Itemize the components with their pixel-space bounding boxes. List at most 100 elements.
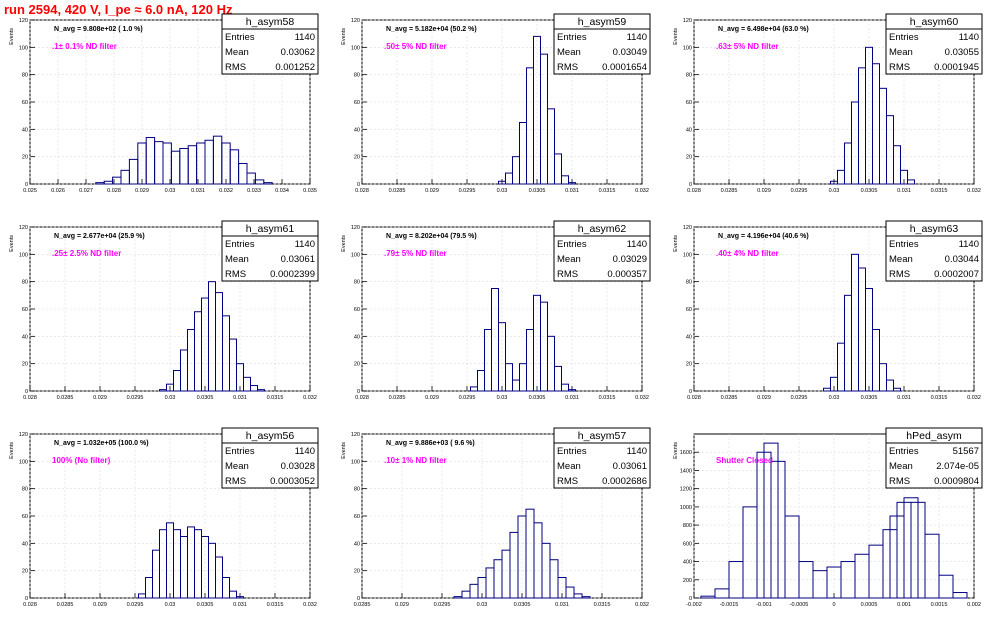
- stat-label: Entries: [557, 446, 587, 457]
- x-tick-label: 0.031: [565, 395, 579, 401]
- x-tick-label: 0.0295: [459, 188, 476, 194]
- stat-value: 1140: [627, 239, 647, 250]
- histogram-bar: [561, 175, 569, 185]
- y-tick-label: 80: [686, 73, 692, 79]
- histogram-bars: [453, 508, 591, 599]
- y-tick-label: 0: [357, 596, 360, 602]
- stat-value: 51567: [953, 446, 979, 457]
- filter-label: .25± 2.5% ND filter: [52, 249, 121, 258]
- stat-value: 0.03029: [613, 254, 647, 265]
- histogram-bar: [263, 182, 273, 185]
- y-axis-label: Events: [9, 28, 15, 45]
- y-tick-label: 1200: [680, 487, 692, 493]
- y-tick-label: 0: [357, 389, 360, 395]
- histogram-bar: [952, 592, 968, 599]
- stat-label: RMS: [557, 62, 578, 73]
- histogram-title: h_asym62: [578, 223, 627, 235]
- histogram-bar: [893, 387, 901, 392]
- histogram-bars: [95, 135, 273, 185]
- x-tick-label: 0.0295: [791, 395, 808, 401]
- navg-label: N_avg = 1.032e+05 (100.0 %): [54, 440, 149, 447]
- x-tick-label: 0.025: [23, 188, 37, 194]
- y-tick-label: 100: [351, 459, 360, 465]
- stat-label: Mean: [225, 254, 249, 265]
- x-tick-label: 0.031: [233, 395, 247, 401]
- stat-value: 0.0002399: [270, 269, 315, 280]
- y-axis-label: Events: [341, 235, 347, 252]
- filter-label: .1± 0.1% ND filter: [52, 42, 117, 51]
- histogram-bar: [872, 329, 880, 392]
- filter-label: .63± 5% ND filter: [716, 42, 779, 51]
- y-axis-label: Events: [673, 442, 679, 459]
- y-tick-label: 120: [683, 18, 692, 24]
- y-tick-label: 80: [22, 73, 28, 79]
- stats-box: [885, 220, 983, 282]
- filter-label: .40± 4% ND filter: [716, 249, 779, 258]
- stat-value: 0.000357: [607, 269, 647, 280]
- y-tick-label: 80: [22, 280, 28, 286]
- stat-label: Entries: [225, 32, 255, 43]
- histogram-title: h_asym63: [910, 223, 959, 235]
- x-tick-label: 0.0315: [267, 602, 284, 608]
- histogram-bar: [498, 322, 506, 392]
- stat-label: RMS: [225, 269, 246, 280]
- x-tick-label: 0.032: [967, 395, 981, 401]
- stat-label: Entries: [557, 32, 587, 43]
- y-axis-label: Events: [9, 442, 15, 459]
- histogram-bars: [470, 288, 576, 392]
- histogram-bar: [547, 335, 555, 392]
- x-tick-label: 0.0315: [594, 602, 611, 608]
- y-tick-label: 0: [25, 182, 28, 188]
- x-tick-label: 0.028: [687, 395, 701, 401]
- stat-value: 0.03061: [613, 461, 647, 472]
- y-tick-label: 80: [354, 280, 360, 286]
- y-tick-label: 100: [19, 45, 28, 51]
- x-tick-label: 0.0315: [599, 188, 616, 194]
- stat-value: 0.0002686: [602, 476, 647, 487]
- histogram-panel-hPed_asym: 0 200 400 600 800 1000 1200 1400 1600 -0.002 -0.00…: [673, 427, 983, 608]
- y-tick-label: 800: [683, 523, 692, 529]
- stat-label: Mean: [889, 254, 913, 265]
- x-tick-label: 0.0285: [389, 188, 406, 194]
- x-tick-label: 0.032: [303, 602, 317, 608]
- stats-box: [885, 427, 983, 489]
- x-tick-label: 0.03: [165, 395, 176, 401]
- stats-box: [221, 220, 319, 282]
- histogram-bar: [554, 365, 562, 392]
- x-tick-label: 0.028: [23, 602, 37, 608]
- filter-label: .10± 1% ND filter: [384, 456, 447, 465]
- x-tick-label: 0.029: [93, 395, 107, 401]
- x-tick-label: 0.031: [897, 188, 911, 194]
- histogram-bar: [229, 590, 237, 599]
- x-tick-label: 0.0015: [931, 602, 948, 608]
- histogram-title: h_asym56: [246, 430, 295, 442]
- stat-label: RMS: [889, 476, 910, 487]
- histogram-bar: [900, 169, 908, 185]
- y-tick-label: 20: [22, 569, 28, 575]
- stat-value: 0.0001945: [934, 62, 979, 73]
- x-tick-label: 0.035: [303, 188, 317, 194]
- y-axis-label: Events: [9, 235, 15, 252]
- y-tick-label: 20: [686, 155, 692, 161]
- filter-label: Shutter Closed: [716, 456, 773, 465]
- x-tick-label: 0.031: [897, 395, 911, 401]
- filter-label: 100% (No filter): [52, 456, 111, 465]
- y-tick-label: 40: [22, 541, 28, 547]
- y-tick-label: 400: [683, 560, 692, 566]
- x-tick-label: 0.03: [497, 188, 508, 194]
- y-tick-label: 40: [22, 127, 28, 133]
- x-tick-label: 0.0285: [389, 395, 406, 401]
- stat-value: 1140: [295, 32, 315, 43]
- x-tick-label: 0.032: [635, 395, 649, 401]
- histogram-panel-h_asym61: 0 20 40 60 80 100 120 0.028 0.0285 0.029 0.0295 0.0…: [9, 220, 319, 401]
- y-tick-label: 80: [22, 487, 28, 493]
- y-tick-label: 0: [25, 389, 28, 395]
- y-tick-label: 0: [689, 596, 692, 602]
- histogram-title: hPed_asym: [906, 430, 962, 442]
- x-tick-label: 0.03: [829, 395, 840, 401]
- y-tick-label: 1400: [680, 468, 692, 474]
- stat-label: Entries: [225, 446, 255, 457]
- histogram-title: h_asym58: [246, 16, 295, 28]
- y-tick-label: 0: [689, 389, 692, 395]
- x-tick-label: 0.032: [967, 188, 981, 194]
